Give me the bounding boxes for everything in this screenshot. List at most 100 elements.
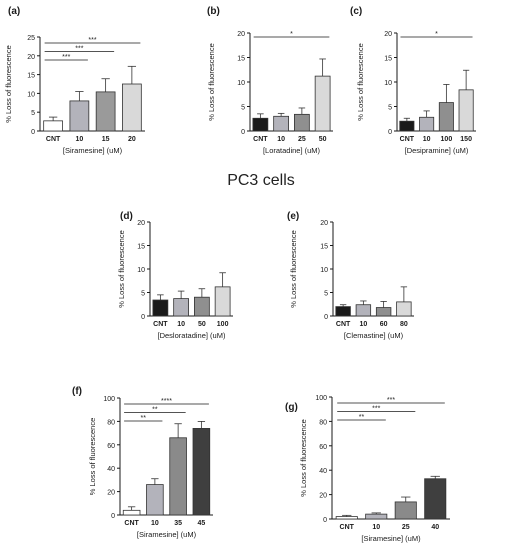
bar: [394, 501, 417, 520]
significance-label: ***: [75, 46, 83, 53]
bar: [169, 437, 187, 516]
x-tick-label: 10: [151, 520, 159, 527]
chart-panel-c: (c) 0 5 10 15 20 % Loss of fluorescence CNT 10 10…: [350, 6, 476, 155]
y-tick-label: 0: [388, 129, 392, 136]
x-axis-title: [Loratadine] (uM): [263, 146, 321, 155]
panel-label: (e): [287, 211, 299, 222]
bar: [146, 484, 164, 516]
y-tick-label: 20: [237, 31, 245, 38]
panel-label: (c): [350, 6, 362, 17]
x-tick-label: 150: [460, 136, 472, 143]
bar: [173, 298, 189, 317]
bar: [273, 115, 289, 132]
x-tick-label: CNT: [336, 321, 351, 328]
y-tick-label: 15: [137, 244, 145, 251]
panel-label: (d): [120, 211, 133, 222]
x-tick-label: CNT: [340, 524, 355, 531]
y-tick-label: 5: [241, 105, 245, 112]
y-tick-label: 80: [319, 419, 327, 426]
y-axis-title: % Loss of fluorescence: [299, 419, 308, 497]
bar: [399, 120, 415, 132]
y-tick-label: 10: [27, 91, 35, 98]
y-tick-label: 0: [111, 513, 115, 520]
bar: [294, 113, 310, 132]
bar: [43, 120, 63, 132]
bar: [335, 516, 358, 520]
y-tick-label: 5: [31, 110, 35, 117]
panel-label: (g): [285, 402, 298, 413]
x-axis-title: [Siramesine] (uM): [361, 534, 421, 543]
y-tick-label: 20: [107, 490, 115, 497]
bar: [152, 299, 169, 317]
significance-label: *: [290, 31, 293, 38]
y-axis-title: % Loss of fluorescence: [289, 230, 298, 308]
y-tick-label: 5: [141, 291, 145, 298]
x-tick-label: CNT: [153, 321, 168, 328]
bar: [252, 117, 269, 132]
bar: [95, 91, 116, 132]
significance-label: ***: [88, 37, 96, 44]
x-tick-label: 80: [400, 321, 408, 328]
x-axis-title: [Desipramine] (uM): [405, 146, 469, 155]
y-tick-label: 60: [319, 444, 327, 451]
x-tick-label: 10: [277, 136, 285, 143]
x-tick-label: 25: [298, 136, 306, 143]
x-tick-label: CNT: [124, 520, 139, 527]
y-tick-label: 15: [27, 73, 35, 80]
bar: [419, 116, 435, 132]
figure-heading: PC3 cells: [227, 172, 295, 189]
significance-label: ***: [387, 397, 395, 404]
bar: [365, 513, 388, 520]
significance-label: *: [435, 31, 438, 38]
x-tick-label: CNT: [46, 136, 61, 143]
y-tick-label: 20: [319, 493, 327, 500]
x-tick-label: 50: [198, 321, 206, 328]
bar: [438, 102, 454, 132]
significance-label: **: [152, 407, 158, 414]
bar: [375, 307, 392, 317]
chart-panel-b: (b) 0 5 10 15 20 % Loss of fluorescence CNT 10 25…: [207, 6, 333, 155]
panel-label: (f): [72, 386, 82, 397]
y-axis-title: % Loss of fluorescence: [4, 45, 13, 123]
x-tick-label: 15: [102, 136, 110, 143]
significance-label: **: [141, 415, 147, 422]
y-tick-label: 15: [320, 244, 328, 251]
chart-panel-d: (d) 0 5 10 15 20 % Loss of fluorescence CNT 10 50…: [117, 211, 233, 340]
y-tick-label: 15: [237, 56, 245, 63]
y-axis-title: % Loss of fluorescence: [356, 43, 365, 121]
y-tick-label: 20: [27, 54, 35, 61]
x-tick-label: 20: [128, 136, 136, 143]
bar: [458, 89, 474, 132]
bar: [194, 296, 210, 317]
x-axis-title: [Desloratadine] (uM): [158, 331, 226, 340]
y-tick-label: 40: [319, 468, 327, 475]
y-tick-label: 0: [241, 129, 245, 136]
panel-label: (a): [8, 6, 20, 17]
bar: [214, 286, 231, 317]
y-tick-label: 0: [31, 129, 35, 136]
y-tick-label: 10: [237, 80, 245, 87]
y-tick-label: 15: [384, 56, 392, 63]
y-tick-label: 40: [107, 466, 115, 473]
bar: [122, 509, 141, 516]
panel-label: (b): [207, 6, 220, 17]
x-tick-label: 25: [402, 524, 410, 531]
y-tick-label: 0: [324, 314, 328, 321]
bar: [314, 75, 331, 132]
x-axis-title: [Siramesine] (uM): [63, 146, 123, 155]
y-tick-label: 100: [315, 395, 327, 402]
y-tick-label: 100: [103, 396, 115, 403]
y-tick-label: 10: [137, 267, 145, 274]
y-tick-label: 60: [107, 443, 115, 450]
x-axis-title: [Siramesine] (uM): [137, 530, 197, 539]
bar: [192, 428, 211, 516]
y-axis-title: % Loss of fluorescence: [117, 230, 126, 308]
chart-panel-a: (a) 0 5 10 15 20 25 % Loss of fluorescence CNT 10…: [4, 6, 145, 155]
y-tick-label: 20: [137, 220, 145, 227]
x-tick-label: 60: [380, 321, 388, 328]
significance-label: **: [359, 414, 365, 421]
x-tick-label: CNT: [253, 136, 268, 143]
bar: [122, 83, 142, 132]
x-tick-label: CNT: [400, 136, 415, 143]
x-tick-label: 10: [359, 321, 367, 328]
